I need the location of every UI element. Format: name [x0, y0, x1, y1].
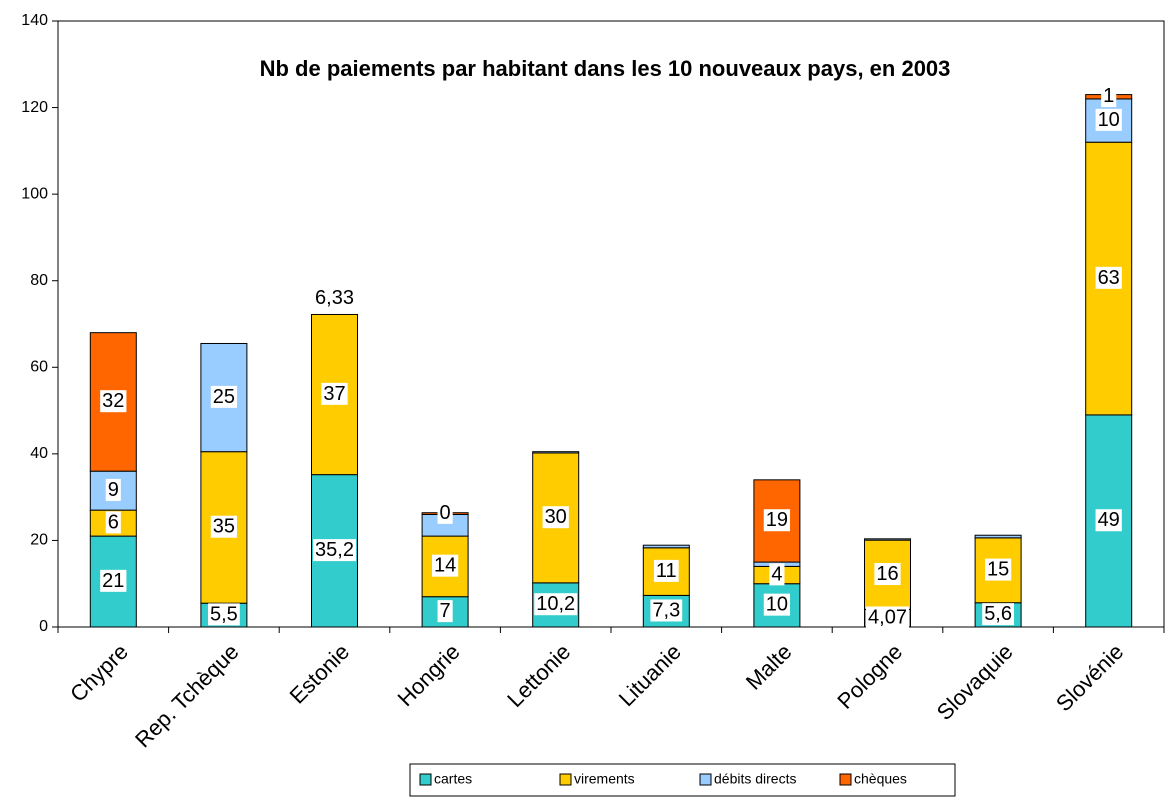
data-label-bg [653, 559, 679, 582]
legend-label: cartes [434, 771, 472, 787]
bar-segment [532, 451, 580, 454]
legend-swatch [699, 773, 712, 786]
data-label-bg [874, 563, 901, 586]
legend-swatch [839, 773, 852, 786]
legend-swatch [419, 773, 432, 786]
y-tick-label: 60 [30, 359, 48, 376]
data-label-bg [650, 599, 683, 622]
data-label: 25 [213, 386, 235, 408]
data-label: 6 [108, 511, 119, 533]
data-label-bg [1095, 509, 1122, 532]
data-label: 7 [440, 600, 451, 622]
data-label: 9 [108, 479, 119, 501]
data-label: 5,6 [984, 603, 1012, 625]
data-label-bg [1095, 266, 1122, 289]
data-label-bg [100, 569, 127, 592]
legend-swatch [559, 773, 572, 786]
data-label: 10 [1098, 109, 1120, 131]
bar-segment [864, 538, 911, 541]
data-label-bg [321, 382, 348, 405]
data-label: 7,3 [652, 599, 680, 621]
legend-label: virements [574, 771, 635, 787]
y-tick-label: 100 [21, 185, 48, 202]
data-label: 5,5 [210, 603, 238, 625]
data-label-bg [982, 603, 1015, 626]
annotation: 6,33 [315, 287, 354, 309]
y-tick-label: 140 [21, 12, 48, 29]
legend-label: chèques [854, 771, 907, 787]
y-tick-label: 0 [39, 618, 48, 635]
x-tick-label: Estonie [285, 639, 355, 709]
data-label-bg [763, 593, 791, 616]
bar-segment [974, 534, 1022, 539]
data-label-bg [207, 603, 240, 626]
data-label-bg [1101, 85, 1117, 108]
data-label: 37 [323, 383, 345, 405]
x-tick-label: Hongrie [393, 639, 465, 711]
data-label-bg [542, 506, 569, 529]
legend-label: débits directs [714, 771, 796, 787]
data-label-bg [534, 593, 578, 616]
data-label-bg [437, 501, 453, 524]
chart-title: Nb de paiements par habitant dans les 10… [260, 56, 951, 81]
data-label: 10 [766, 594, 788, 616]
data-label: 63 [1098, 267, 1120, 289]
data-label-bg [210, 385, 238, 408]
data-label: 19 [766, 509, 788, 531]
data-label-bg [431, 554, 459, 577]
data-label: 35 [213, 516, 235, 538]
data-label: 11 [656, 560, 677, 582]
y-tick-label: 40 [30, 445, 48, 462]
data-label: 49 [1098, 509, 1120, 531]
data-label: 16 [876, 563, 898, 585]
data-label-bg [313, 539, 356, 562]
data-label: 0 [440, 502, 451, 524]
data-label: 4 [771, 563, 782, 585]
data-label-bg [437, 600, 453, 623]
data-label: 10,2 [536, 593, 575, 615]
data-label-bg [100, 390, 127, 413]
data-label-bg [769, 563, 785, 586]
data-label-bg [866, 606, 909, 629]
data-label: 35,2 [315, 539, 354, 561]
x-tick-label: Lettonie [502, 639, 575, 712]
data-label-bg [210, 515, 238, 538]
legend [409, 763, 956, 797]
data-label: 14 [434, 555, 456, 577]
data-label: 32 [102, 390, 124, 412]
data-label-bg [1095, 108, 1122, 131]
x-tick-label: Lituanie [614, 639, 686, 711]
data-label-bg [105, 478, 121, 501]
data-label: 21 [102, 570, 124, 592]
x-tick-label: Chypre [65, 639, 133, 707]
y-tick-label: 20 [30, 532, 48, 549]
data-label: 30 [545, 506, 567, 528]
data-label: 15 [987, 559, 1009, 581]
data-label: 4,07 [868, 606, 907, 628]
y-tick-label: 120 [21, 99, 48, 116]
bar-segment [1085, 141, 1133, 416]
data-label: 1 [1103, 85, 1114, 107]
data-label-bg [763, 509, 791, 532]
x-tick-label: Slovénie [1051, 639, 1128, 716]
x-tick-label: Pologne [832, 639, 907, 714]
y-tick-label: 80 [30, 272, 48, 289]
data-label-bg [984, 558, 1012, 581]
data-label-bg [105, 511, 121, 534]
x-tick-label: Malte [741, 639, 797, 695]
bar-segment [642, 544, 690, 549]
x-tick-label: Rep. Tchèque [130, 639, 243, 752]
x-tick-label: Slovaquie [932, 639, 1018, 725]
